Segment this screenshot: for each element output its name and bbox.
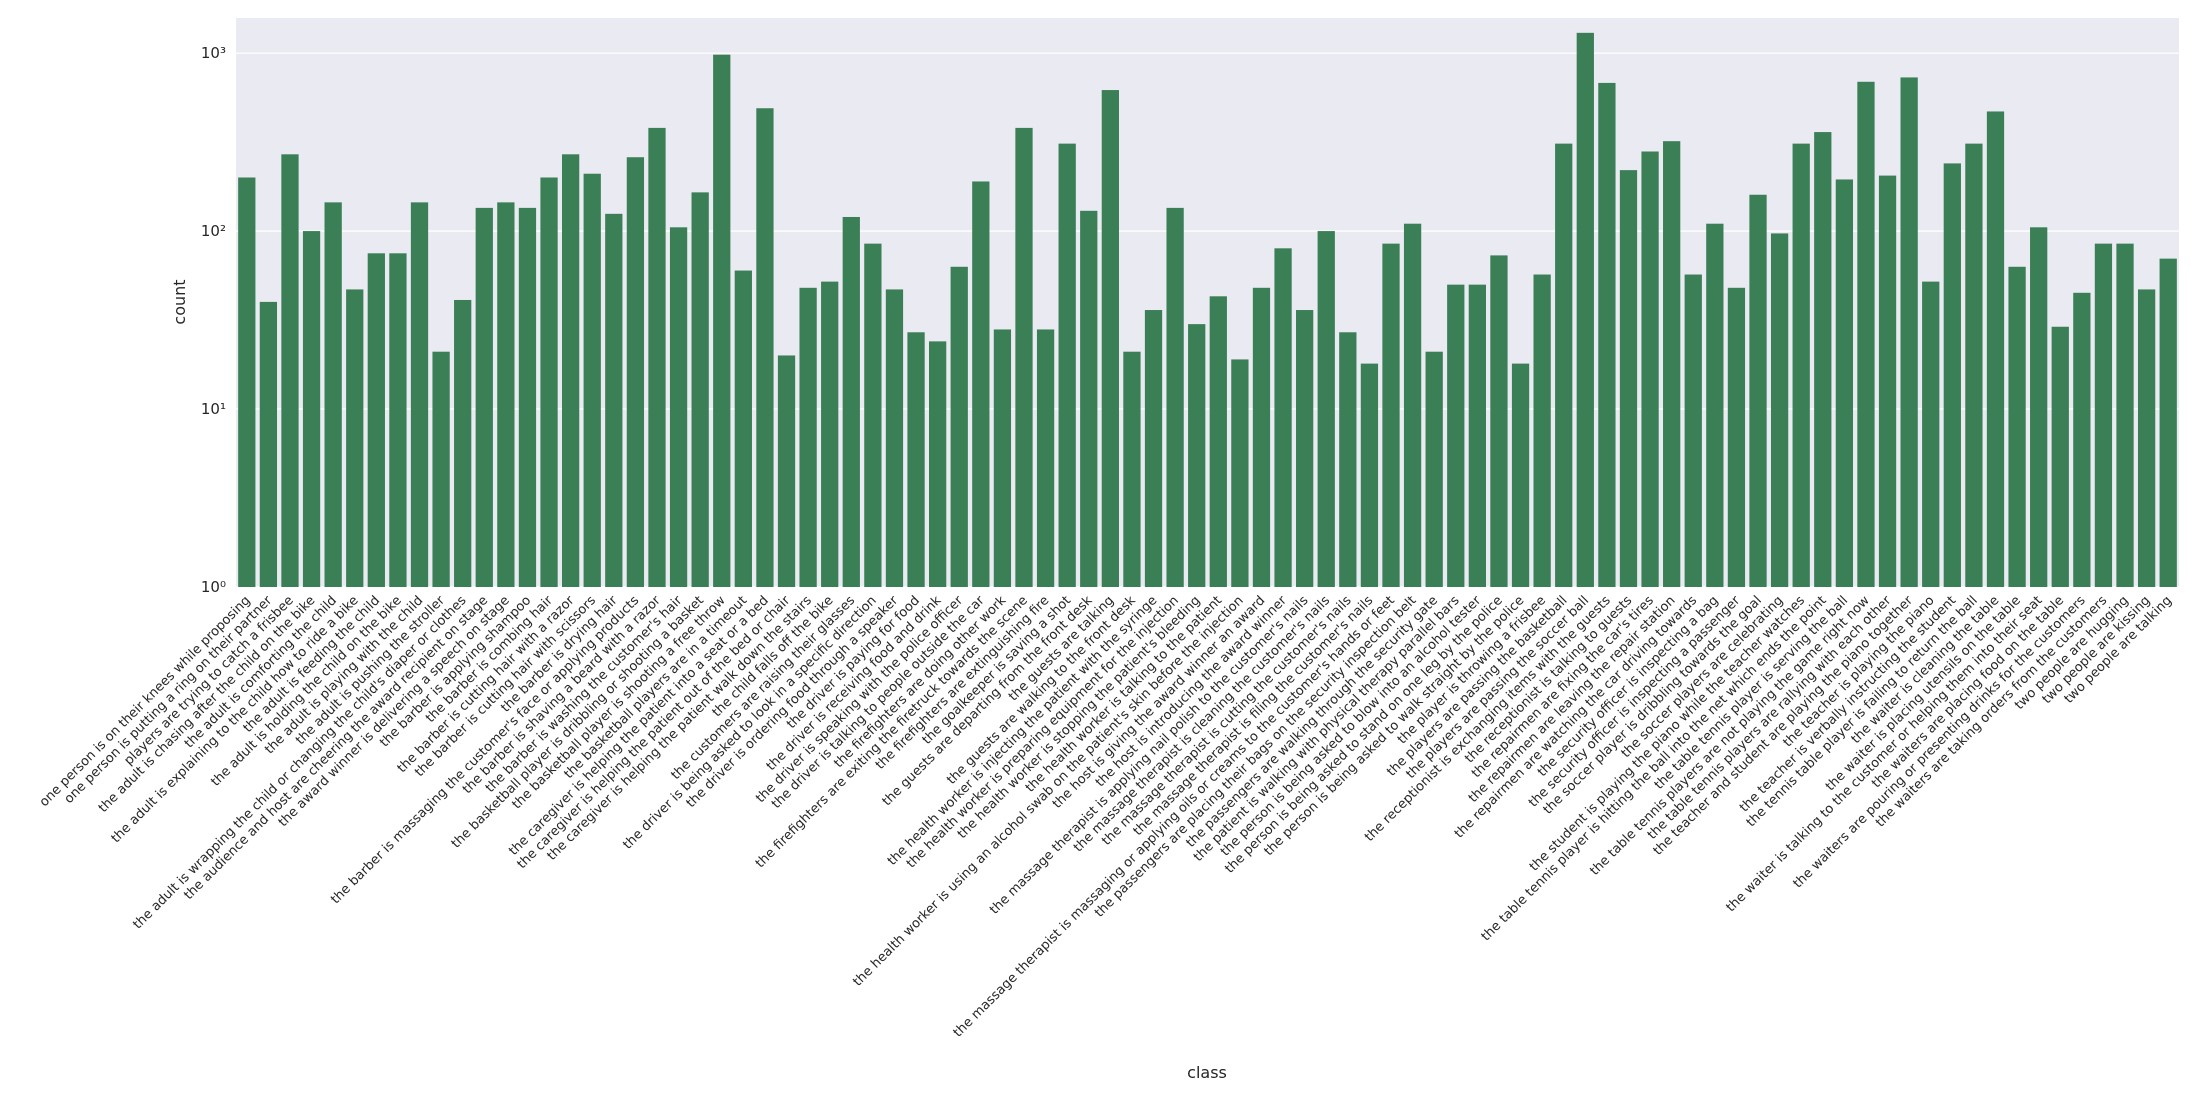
bar <box>1619 170 1638 587</box>
bar <box>842 216 860 587</box>
bar <box>1360 363 1379 587</box>
bar <box>756 108 774 588</box>
bar <box>1857 81 1875 587</box>
bar <box>432 351 450 587</box>
bar <box>1598 82 1616 587</box>
bar <box>1641 151 1659 587</box>
bar <box>259 301 278 587</box>
bar <box>410 202 429 588</box>
bar <box>799 287 817 587</box>
bar <box>302 231 321 588</box>
bar <box>1490 255 1508 587</box>
bar <box>1468 284 1486 587</box>
bar <box>907 332 925 587</box>
bar <box>281 154 299 587</box>
bar <box>1231 359 1249 587</box>
bar <box>367 253 385 588</box>
bar <box>454 299 472 587</box>
bar <box>950 266 968 587</box>
bar <box>1382 243 1400 587</box>
bar <box>583 173 601 587</box>
bar <box>1835 179 1854 587</box>
bar <box>1317 231 1335 588</box>
bar <box>864 243 882 587</box>
bar <box>1943 163 1961 588</box>
bar <box>2137 289 2156 587</box>
y-tick-label: 10⁰ <box>201 578 226 596</box>
bar <box>389 253 407 588</box>
bar <box>1403 223 1422 588</box>
bar <box>238 177 256 587</box>
bar <box>669 227 688 588</box>
bar <box>734 270 752 587</box>
bar <box>885 289 904 587</box>
bar <box>1706 223 1724 588</box>
bar <box>1900 77 1918 587</box>
bar <box>1036 329 1055 587</box>
x-axis-label: class <box>1187 1063 1227 1082</box>
bar <box>1511 363 1530 587</box>
bar <box>1188 324 1206 587</box>
bar <box>1663 141 1681 588</box>
bar <box>972 181 990 588</box>
bar <box>1339 332 1357 587</box>
bar <box>713 54 731 587</box>
bar <box>1058 143 1076 587</box>
bar <box>346 289 364 587</box>
bar <box>1101 90 1119 587</box>
bar <box>1447 284 1465 587</box>
bar <box>2008 266 2026 587</box>
bar <box>1965 143 1983 587</box>
bar <box>1080 210 1098 587</box>
bar <box>475 207 493 587</box>
bar <box>518 207 537 587</box>
bar <box>1209 296 1227 587</box>
bar <box>1922 281 1940 587</box>
plot-background <box>236 18 2179 587</box>
bar <box>2051 326 2069 587</box>
bar <box>691 192 709 587</box>
bar <box>1684 274 1702 587</box>
bar <box>648 127 666 588</box>
bar <box>1878 175 1897 587</box>
y-axis-label: count <box>170 279 189 324</box>
bar <box>605 213 623 587</box>
bar <box>1252 287 1271 587</box>
bar <box>777 355 796 587</box>
bar <box>1727 287 1746 587</box>
bar <box>2116 243 2134 587</box>
bar <box>2073 292 2091 587</box>
bar <box>1814 132 1832 587</box>
bar <box>1015 127 1033 588</box>
bar <box>2159 258 2177 587</box>
bar <box>993 329 1012 587</box>
bar <box>1986 111 2005 588</box>
bar <box>1144 310 1163 587</box>
bar <box>497 202 515 588</box>
bar <box>324 202 342 588</box>
y-tick-label: 10² <box>201 222 226 240</box>
y-tick-label: 10³ <box>201 44 226 62</box>
bar <box>1166 207 1184 587</box>
bar <box>821 281 839 587</box>
bar <box>1749 194 1767 587</box>
bar <box>2030 227 2048 588</box>
bar <box>1576 32 1594 588</box>
bar <box>561 154 580 587</box>
bar <box>1792 143 1810 587</box>
bar <box>2094 243 2113 587</box>
bar <box>540 177 558 587</box>
bar <box>1533 274 1551 587</box>
bar <box>1296 310 1314 587</box>
bar <box>1770 233 1789 587</box>
bar <box>1555 143 1573 587</box>
y-tick-label: 10¹ <box>201 400 226 418</box>
bar <box>1274 248 1292 588</box>
bar <box>929 341 947 587</box>
bar <box>626 157 645 587</box>
bar <box>1425 351 1443 587</box>
bar <box>1123 351 1141 587</box>
